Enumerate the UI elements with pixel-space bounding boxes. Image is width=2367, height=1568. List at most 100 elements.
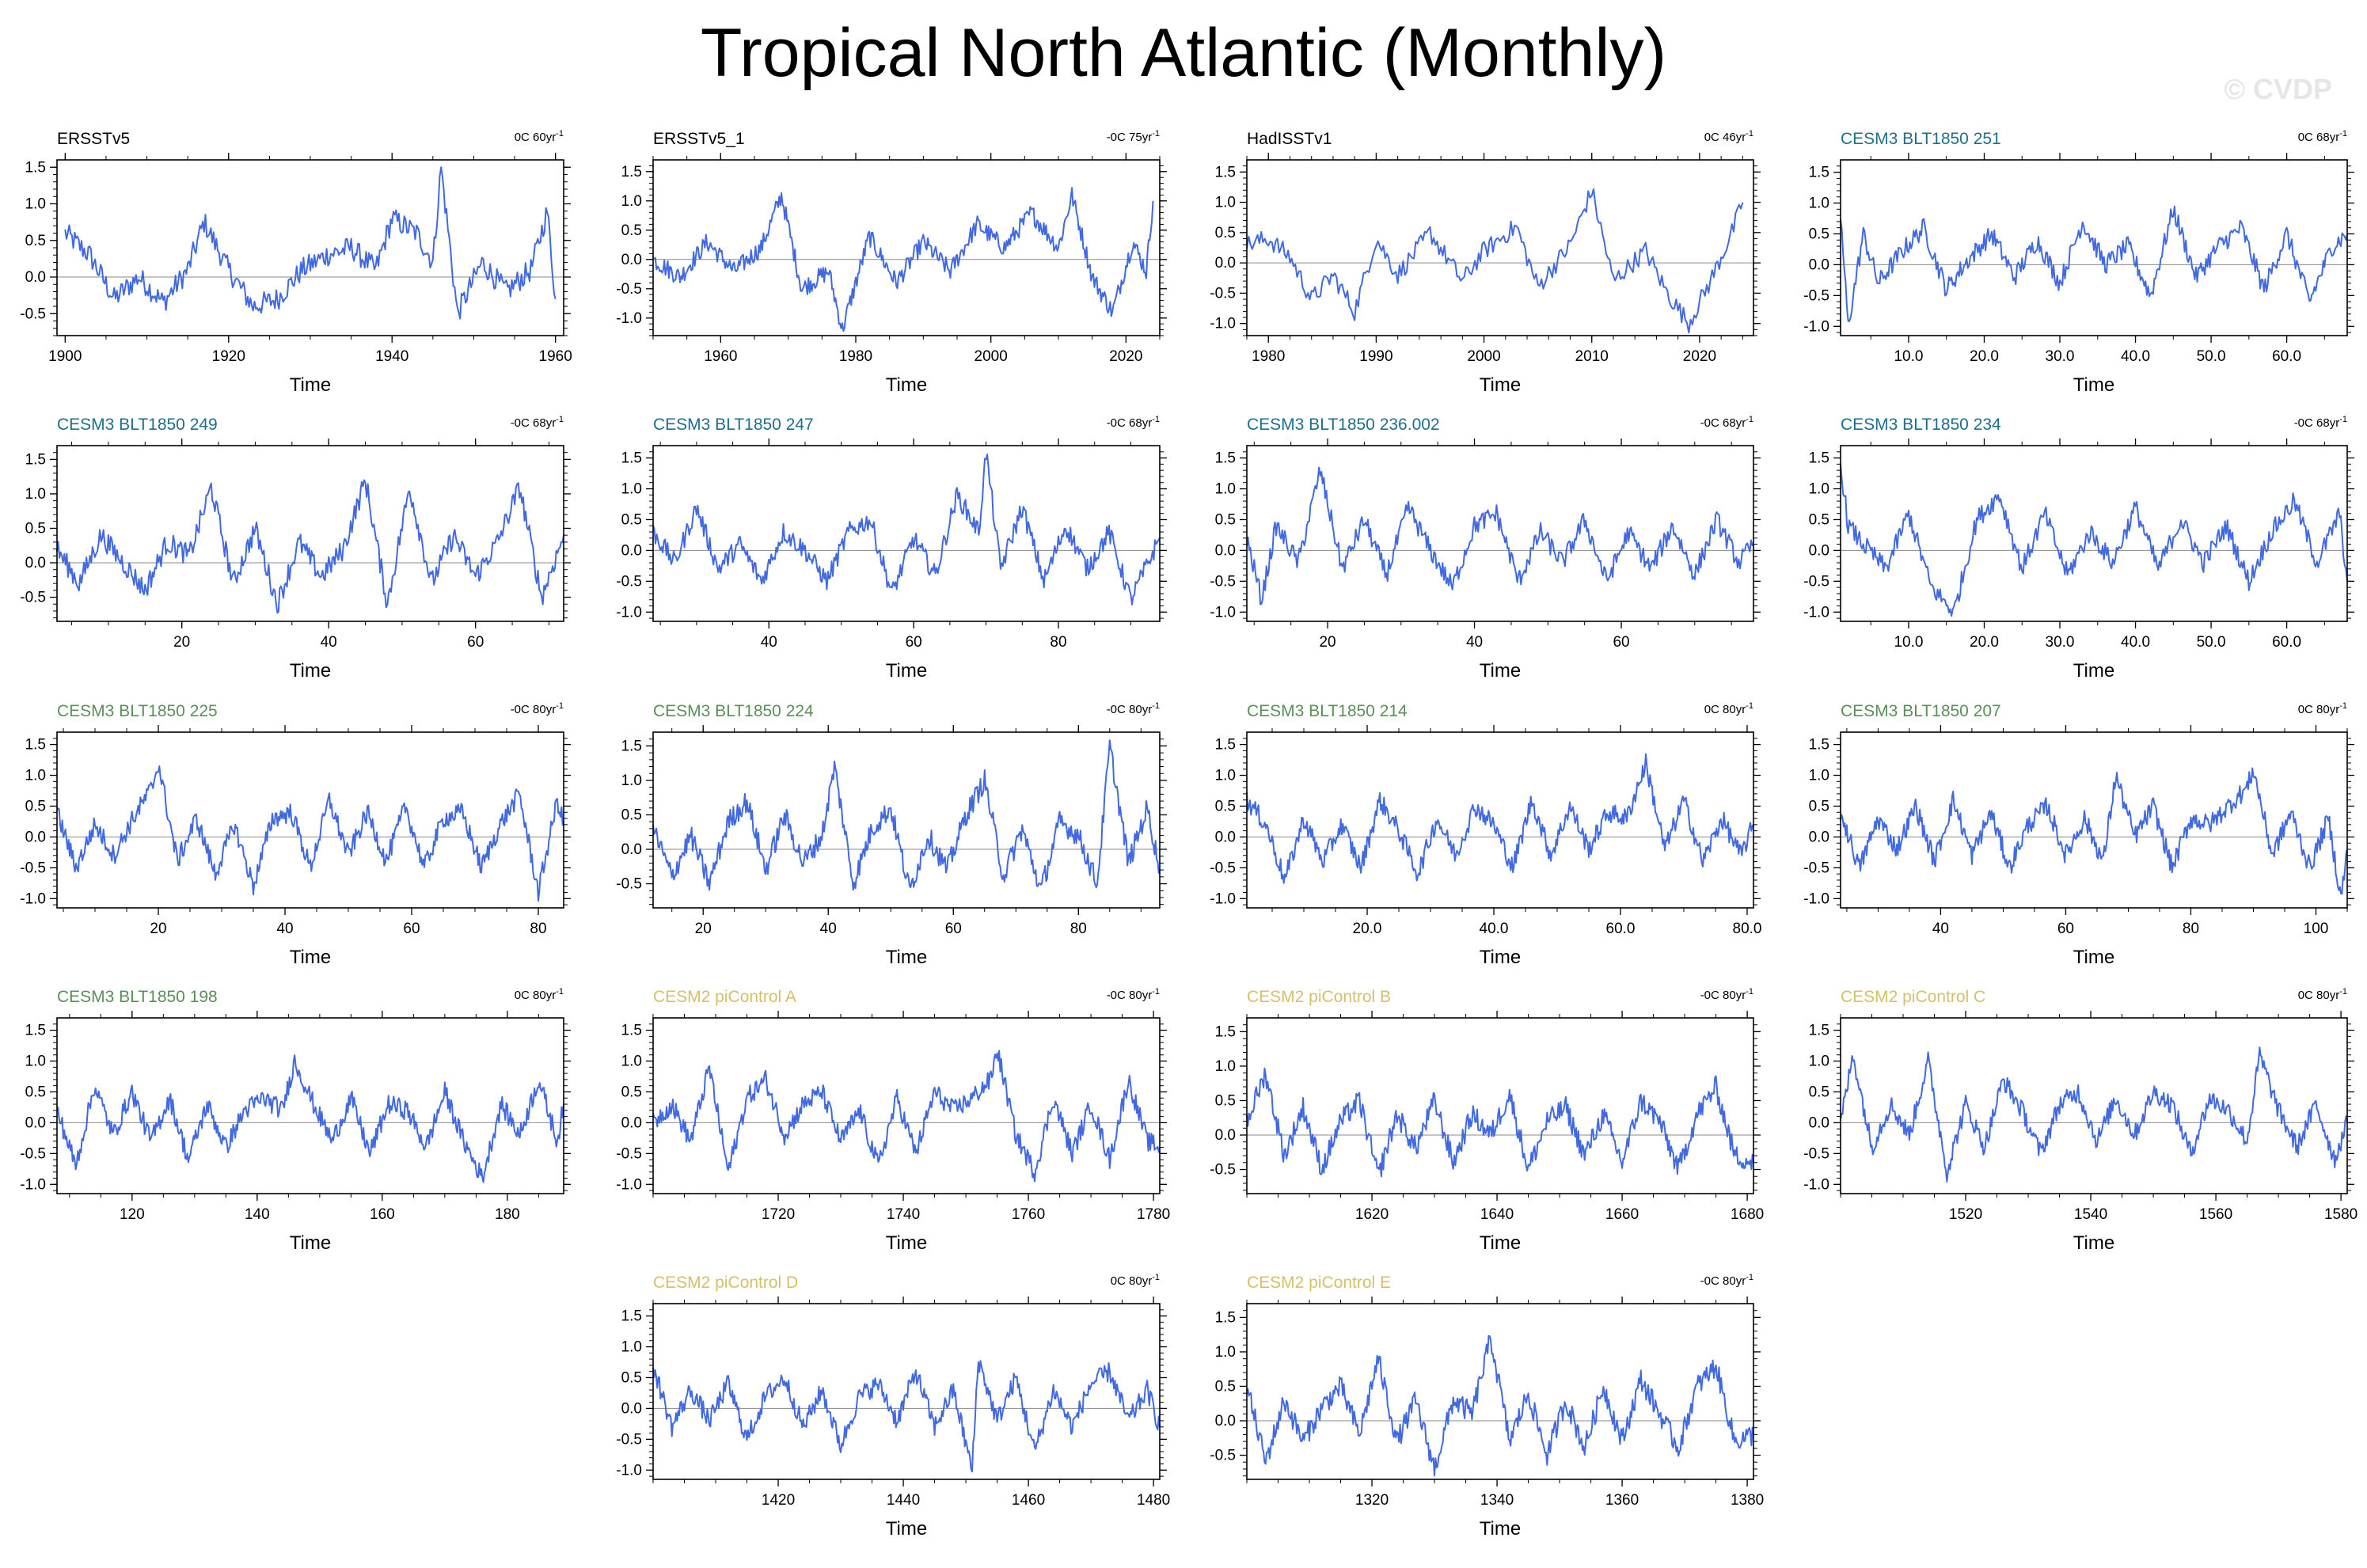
x-tick-label: 20.0 — [1970, 634, 1999, 651]
plot-frame — [652, 1017, 1161, 1194]
x-axis-label: Time — [290, 374, 331, 396]
y-tick-label: 1.5 — [1809, 737, 1829, 754]
x-tick-label: 180 — [495, 1206, 520, 1223]
panel-6: CESM3 BLT1850 247 -0C 68yr-1 -1.0 -0.5 0.0 0.… — [616, 415, 1167, 681]
y-tick-label: 1.5 — [1215, 1309, 1236, 1326]
x-axis-label: Time — [290, 660, 331, 681]
trend-label: 0C 68yr-1 — [2298, 129, 2347, 144]
panel-title: CESM3 BLT1850 207 — [1841, 702, 2001, 720]
x-tick-label: 2020 — [1109, 348, 1142, 365]
y-tick-label: 1.5 — [1809, 1023, 1829, 1039]
y-tick-label: 1.0 — [1809, 481, 1829, 498]
y-tick-label: 1.0 — [621, 193, 642, 210]
x-tick-label: 1660 — [1605, 1206, 1639, 1223]
x-tick-label: 60.0 — [1606, 921, 1636, 937]
x-tick-label: 40 — [1466, 634, 1483, 651]
x-tick-label: 1780 — [1137, 1206, 1170, 1223]
y-tick-label: 0.0 — [621, 1400, 642, 1417]
x-tick-label: 1480 — [1137, 1492, 1170, 1509]
y-tick-label: 0.0 — [1215, 542, 1236, 559]
panel-title: CESM3 BLT1850 224 — [653, 702, 814, 720]
panel-title: CESM3 BLT1850 247 — [653, 416, 814, 434]
x-tick-label: 1520 — [1949, 1206, 1982, 1223]
x-axis-label: Time — [2073, 947, 2114, 968]
panel-7: CESM3 BLT1850 236.002 -0C 68yr-1 -1.0 -0.5 0… — [1210, 415, 1761, 681]
x-axis-label: Time — [886, 947, 927, 968]
y-tick-label: 1.0 — [1215, 1058, 1236, 1075]
series-line — [652, 187, 1154, 332]
y-tick-label: 0.0 — [25, 269, 46, 286]
series-line — [56, 765, 564, 902]
x-axis-label: Time — [2073, 660, 2114, 681]
series-line — [1246, 1067, 1754, 1178]
y-tick-label: -0.5 — [1803, 860, 1829, 876]
y-tick-label: 0.5 — [621, 222, 642, 239]
y-tick-label: 1.0 — [25, 486, 46, 503]
y-tick-label: 1.5 — [25, 159, 46, 176]
x-tick-label: 30.0 — [2046, 634, 2075, 651]
x-axis-label: Time — [886, 660, 927, 681]
x-tick-label: 60 — [467, 634, 484, 651]
y-tick-label: 1.5 — [1809, 450, 1829, 467]
panel-title: ERSSTv5_1 — [653, 130, 745, 148]
x-tick-label: 140 — [245, 1206, 270, 1223]
x-tick-label: 1960 — [539, 348, 572, 365]
plot-frame — [1840, 731, 2348, 909]
y-tick-label: 0.0 — [621, 841, 642, 858]
x-tick-label: 1420 — [762, 1492, 795, 1509]
y-tick-label: -0.5 — [1210, 1448, 1236, 1464]
y-tick-label: 0.0 — [25, 555, 46, 571]
plot-frame — [1246, 445, 1754, 622]
x-tick-label: 80 — [1070, 921, 1087, 937]
x-tick-label: 60 — [945, 921, 962, 937]
y-tick-label: -0.5 — [20, 1145, 46, 1162]
x-tick-label: 60.0 — [2272, 348, 2301, 365]
y-tick-label: -1.0 — [1803, 604, 1829, 621]
y-tick-label: 0.5 — [1215, 1378, 1236, 1395]
y-tick-label: 0.0 — [1215, 1413, 1236, 1429]
plot-frame — [652, 1303, 1161, 1480]
x-tick-label: 2000 — [975, 348, 1008, 365]
y-tick-label: 0.5 — [621, 511, 642, 528]
y-tick-label: 0.5 — [1809, 1084, 1829, 1100]
x-tick-label: 80.0 — [1733, 921, 1762, 937]
y-tick-label: 0.0 — [25, 829, 46, 845]
trend-label: 0C 80yr-1 — [515, 987, 564, 1002]
x-tick-label: 50.0 — [2197, 348, 2226, 365]
y-tick-label: -1.0 — [616, 604, 642, 621]
y-tick-label: 0.5 — [25, 520, 46, 537]
x-tick-label: 80 — [2183, 921, 2199, 937]
y-tick-label: 1.5 — [1215, 1023, 1236, 1040]
series-line — [652, 454, 1161, 606]
y-tick-label: 1.5 — [1809, 165, 1829, 181]
y-tick-label: 0.0 — [1215, 829, 1236, 845]
x-tick-label: 1440 — [887, 1492, 920, 1509]
y-tick-label: -1.0 — [616, 310, 642, 327]
trend-label: -0C 68yr-1 — [511, 415, 564, 430]
x-tick-label: 1380 — [1731, 1492, 1764, 1509]
x-tick-label: 1980 — [839, 348, 872, 365]
x-axis-label: Time — [1480, 660, 1521, 681]
y-tick-label: -0.5 — [20, 306, 46, 322]
x-tick-label: 60.0 — [2272, 634, 2301, 651]
plot-frame — [652, 445, 1161, 622]
y-tick-label: 0.0 — [1215, 255, 1236, 271]
y-tick-label: -0.5 — [616, 876, 642, 893]
panel-title: ERSSTv5 — [57, 130, 130, 148]
x-tick-label: 1560 — [2199, 1206, 2232, 1223]
y-tick-label: 1.5 — [621, 1023, 642, 1039]
y-tick-label: 0.5 — [25, 1084, 46, 1100]
x-axis-label: Time — [886, 1232, 927, 1254]
x-tick-label: 1720 — [762, 1206, 795, 1223]
series-line — [1840, 1046, 2348, 1183]
y-tick-label: 0.0 — [621, 252, 642, 268]
x-tick-label: 80 — [530, 921, 546, 937]
trend-label: -0C 80yr-1 — [1700, 1273, 1753, 1288]
x-tick-label: 1680 — [1731, 1206, 1764, 1223]
y-tick-label: 0.5 — [621, 1084, 642, 1100]
plot-frame — [1246, 1017, 1754, 1194]
x-tick-label: 1340 — [1480, 1492, 1514, 1509]
x-tick-label: 20.0 — [1970, 348, 1999, 365]
panel-title: CESM2 piControl A — [653, 988, 796, 1006]
y-tick-label: 1.5 — [25, 451, 46, 468]
